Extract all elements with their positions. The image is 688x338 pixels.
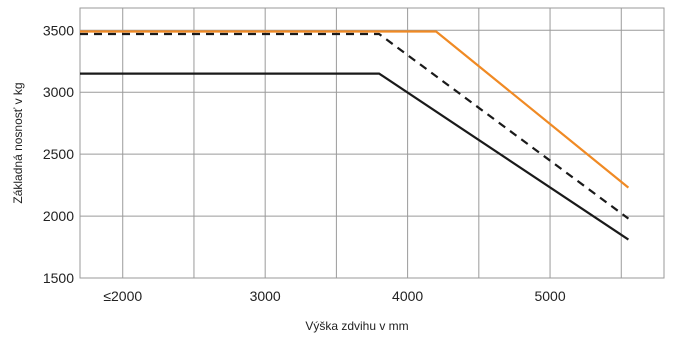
series-lines: [80, 30, 630, 241]
grid: [80, 8, 664, 279]
x-tick-label: 4000: [392, 288, 423, 304]
y-tick-label: 2000: [43, 208, 74, 224]
y-tick-label: 3500: [43, 22, 74, 38]
plot-frame: [79, 7, 665, 279]
x-tick-label: 5000: [534, 288, 565, 304]
y-tick-label: 1500: [43, 270, 74, 286]
x-tick-label: ≤2000: [103, 288, 142, 304]
x-axis-title: Výška zdvihu v mm: [305, 319, 408, 333]
y-tick-label: 3000: [43, 84, 74, 100]
x-tick-labels: ≤2000 3000 4000 5000: [103, 288, 566, 304]
series-line-1: [80, 30, 630, 189]
x-tick-label: 3000: [250, 288, 281, 304]
y-axis-title: Základná nosnosť v kg: [11, 82, 25, 203]
series-line-3: [80, 72, 630, 241]
y-tick-labels: 1500 2000 2500 3000 3500: [43, 22, 74, 286]
y-tick-label: 2500: [43, 146, 74, 162]
series-line-2: [80, 32, 630, 220]
